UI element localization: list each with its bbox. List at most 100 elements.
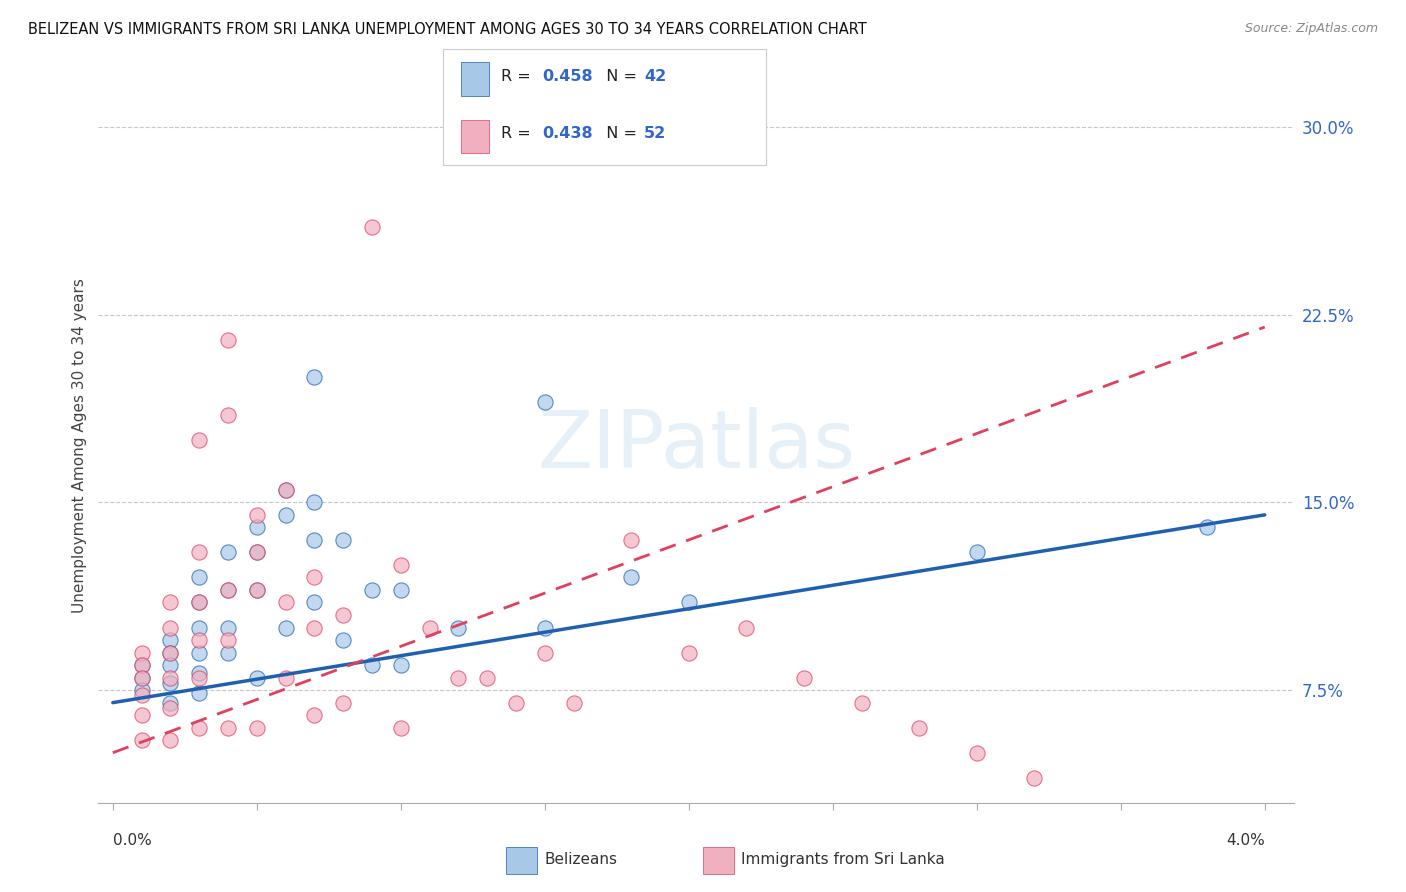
Point <box>188 665 211 680</box>
Point <box>533 646 555 660</box>
Point <box>1024 771 1046 785</box>
Point <box>188 621 211 635</box>
Point <box>735 621 758 635</box>
Text: 4.0%: 4.0% <box>1226 833 1265 848</box>
Point <box>246 582 269 597</box>
Text: BELIZEAN VS IMMIGRANTS FROM SRI LANKA UNEMPLOYMENT AMONG AGES 30 TO 34 YEARS COR: BELIZEAN VS IMMIGRANTS FROM SRI LANKA UN… <box>28 22 868 37</box>
Point <box>217 408 239 422</box>
Point <box>217 545 239 559</box>
Point <box>159 733 181 747</box>
Point <box>274 671 297 685</box>
Point <box>159 646 181 660</box>
Text: N =: N = <box>596 70 643 84</box>
Point <box>620 570 643 584</box>
Point <box>246 545 269 559</box>
Point <box>332 607 354 622</box>
Point <box>304 533 326 547</box>
Point <box>389 582 412 597</box>
Point <box>246 582 269 597</box>
Point <box>246 520 269 534</box>
Point <box>447 621 470 635</box>
Point <box>217 582 239 597</box>
Point <box>793 671 815 685</box>
Point <box>274 621 297 635</box>
Point <box>217 621 239 635</box>
Point <box>159 633 181 648</box>
Point <box>304 708 326 723</box>
Point <box>304 570 326 584</box>
Point <box>131 708 153 723</box>
Point <box>159 621 181 635</box>
Point <box>562 696 585 710</box>
Point <box>447 671 470 685</box>
Point <box>188 633 211 648</box>
Point <box>188 595 211 609</box>
Point <box>131 671 153 685</box>
Text: 0.438: 0.438 <box>543 127 593 141</box>
Point <box>159 658 181 673</box>
Point <box>131 733 153 747</box>
Text: 42: 42 <box>644 70 666 84</box>
Point <box>217 646 239 660</box>
Point <box>131 688 153 702</box>
Point <box>361 658 384 673</box>
Text: Source: ZipAtlas.com: Source: ZipAtlas.com <box>1244 22 1378 36</box>
Point <box>188 671 211 685</box>
Point <box>131 683 153 698</box>
Point <box>389 658 412 673</box>
Point <box>217 721 239 735</box>
Point <box>159 675 181 690</box>
Point <box>188 646 211 660</box>
Point <box>304 621 326 635</box>
Y-axis label: Unemployment Among Ages 30 to 34 years: Unemployment Among Ages 30 to 34 years <box>72 278 87 614</box>
Point <box>188 595 211 609</box>
Point <box>217 582 239 597</box>
Point <box>131 658 153 673</box>
Point <box>533 621 555 635</box>
Point <box>908 721 931 735</box>
Point <box>188 433 211 447</box>
Point <box>274 508 297 522</box>
Text: 0.458: 0.458 <box>543 70 593 84</box>
Text: 52: 52 <box>644 127 666 141</box>
Point <box>304 595 326 609</box>
Point <box>246 508 269 522</box>
Point <box>217 633 239 648</box>
Point <box>131 658 153 673</box>
Point <box>159 671 181 685</box>
Point <box>361 219 384 234</box>
Point <box>246 721 269 735</box>
Point <box>966 545 988 559</box>
Point <box>274 483 297 497</box>
Point <box>246 545 269 559</box>
Point <box>361 582 384 597</box>
Point <box>332 533 354 547</box>
Text: R =: R = <box>501 70 536 84</box>
Point <box>131 646 153 660</box>
Point <box>274 483 297 497</box>
Point <box>304 495 326 509</box>
Text: 0.0%: 0.0% <box>112 833 152 848</box>
Point <box>419 621 441 635</box>
Point <box>477 671 499 685</box>
Point <box>620 533 643 547</box>
Text: N =: N = <box>596 127 643 141</box>
Point <box>332 633 354 648</box>
Text: ZIPatlas: ZIPatlas <box>537 407 855 485</box>
Point <box>304 370 326 384</box>
Point <box>389 558 412 572</box>
Point <box>188 570 211 584</box>
Point <box>159 700 181 714</box>
Point <box>533 395 555 409</box>
Point <box>246 671 269 685</box>
Point <box>505 696 527 710</box>
Point <box>188 545 211 559</box>
Point <box>159 696 181 710</box>
Point <box>274 595 297 609</box>
Text: Immigrants from Sri Lanka: Immigrants from Sri Lanka <box>741 852 945 867</box>
Point <box>1197 520 1219 534</box>
Point <box>851 696 873 710</box>
Point <box>217 333 239 347</box>
Point <box>188 721 211 735</box>
Point <box>332 696 354 710</box>
